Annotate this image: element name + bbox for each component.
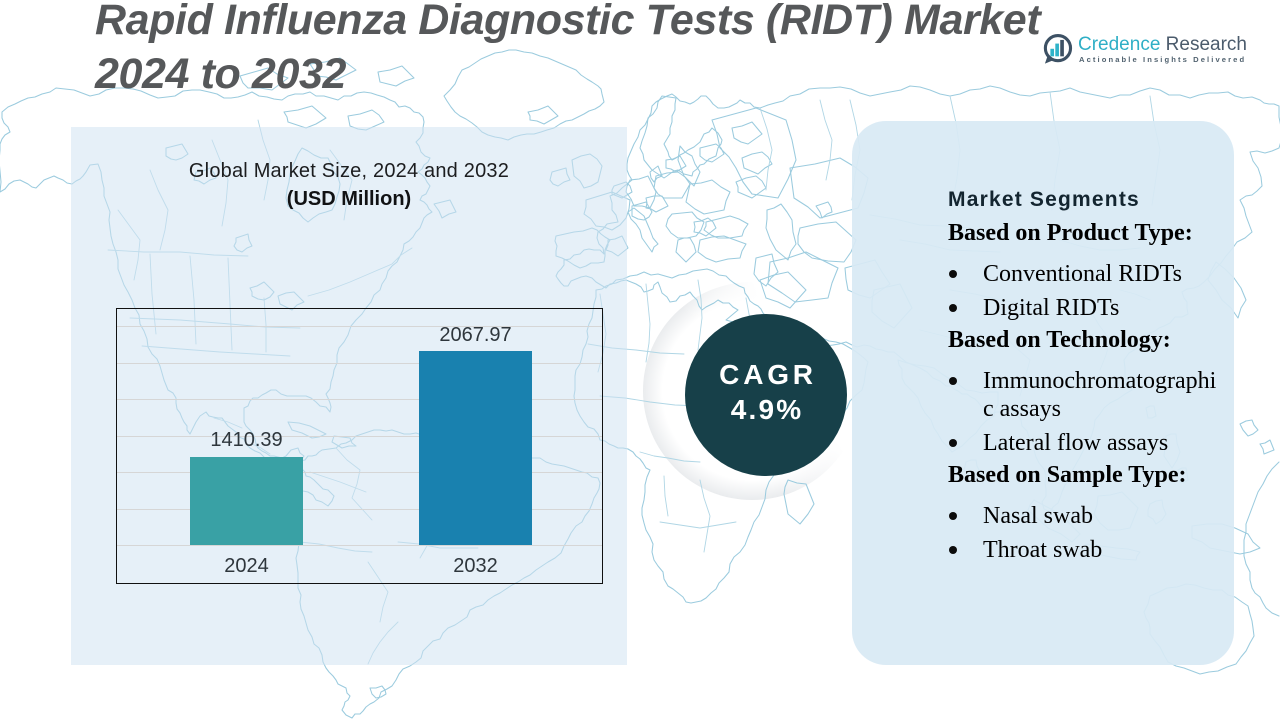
bar-2032 [419,351,532,545]
bar-chart-bubble-icon [1043,33,1073,64]
bullet-icon [949,304,957,312]
chart-gridline [117,545,602,546]
segment-item-text: Digital RIDTs [983,295,1120,321]
segment-item: Lateral flow assays [948,429,1234,457]
chart-heading-line1: Global Market Size, 2024 and 2032 [188,160,510,182]
bullet-icon [949,512,957,520]
bullet-icon [949,377,957,385]
segments-panel-background [852,121,1234,665]
bullet-icon [949,439,957,447]
bar-2024 [190,456,303,545]
segment-item-text: Conventional RIDTs [983,261,1182,287]
segment-item-text: Nasal swab [983,503,1093,529]
page-title: Rapid Influenza Diagnostic Tests (RIDT) … [95,0,1041,101]
segment-item-text: Immunochromatographi c assays [983,368,1217,422]
chart-gridline [117,326,602,327]
chart-gridline [117,362,602,364]
bar-category-label: 2032 [453,555,498,577]
cagr-badge: CAGR 4.9% [685,314,847,476]
segment-group-label: Based on Technology: [948,327,1171,353]
segment-group-label: Based on Sample Type: [948,462,1187,488]
chart-gridline [117,399,602,400]
cagr-value: 4.9% [730,394,804,425]
segment-item: Digital RIDTs [948,294,1234,322]
segment-group-label: Based on Product Type: [948,220,1193,246]
chart-panel-background [71,127,627,665]
cagr-label: CAGR [719,359,817,390]
segment-item: Immunochromatographi c assays [948,367,1234,423]
chart-heading-line2: (USD Million) [286,188,412,210]
bullet-icon [949,546,957,554]
market-segments: Market Segments Based on Product Type: Co… [948,185,1234,564]
bar-chart: 1410.39 2024 2067.97 2032 [116,308,603,584]
page-title-line2: 2024 to 2032 [95,50,346,98]
bullet-icon [949,270,957,278]
segment-item-text: Lateral flow assays [983,430,1169,456]
segment-item: Throat swab [948,536,1234,564]
brand-name-secondary: Research [1165,34,1247,55]
chart-gridline [117,435,602,437]
brand-name-primary: Credence [1078,34,1161,55]
segment-item-text: Throat swab [983,537,1103,563]
segment-item: Conventional RIDTs [948,260,1234,288]
bar-value-label: 2067.97 [439,323,512,346]
segment-item: Nasal swab [948,502,1234,530]
page-title-line1: Rapid Influenza Diagnostic Tests (RIDT) … [95,0,1041,44]
brand-tagline: Actionable Insights Delivered [1079,55,1247,64]
segments-heading: Market Segments [948,188,1140,211]
bar-category-label: 2024 [224,555,269,577]
brand-name: Credence Research [1078,34,1247,56]
chart-gridline [117,508,602,510]
bar-value-label: 1410.39 [210,429,283,452]
brand-logo: Credence Research Actionable Insights De… [1040,30,1272,72]
chart-gridline [117,472,602,473]
